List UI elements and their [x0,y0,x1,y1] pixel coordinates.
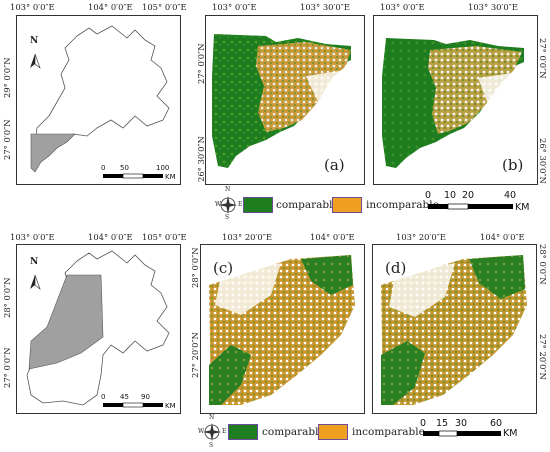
scale-number: 10 [444,190,457,201]
legend-label-comparable: comparable [276,199,339,211]
study-area-bottom [28,274,104,370]
panel-c-ytick-2: 27° 20′0″N [190,332,200,378]
study-area-top [30,133,76,173]
locator-bottom-ytick-2: 27° 0′0″N [2,347,12,388]
north-label: N [30,36,39,46]
scale-number: 100 [156,164,170,172]
panel-c-label: (c) [213,259,234,277]
compass-e: E [222,428,227,435]
panel-c-xtick-1: 103° 20′0″E [222,232,272,242]
panel-a-map: (a) [205,15,365,185]
panel-d-ytick-1: 28° 0′0″N [538,244,548,285]
panel-a-label: (a) [324,156,345,174]
locator-map-bottom: N 0 45 90 KM [16,244,181,414]
scale-number: 90 [141,393,150,401]
compass-s: S [225,214,230,221]
panel-c-xtick-2: 104° 0′0″E [310,232,355,242]
scale-unit: KM [503,428,518,439]
compass-w: W [198,428,205,435]
panel-a-xtick-1: 103° 0′0″E [212,2,257,12]
panel-b-map: (b) [373,15,538,185]
locator-scale-bar-bottom [103,402,163,408]
region-forest [469,255,525,299]
panel-d-ytick-2: 27° 20′0″N [538,334,548,380]
legend-swatch-incomparable [318,424,348,440]
legend-label-incomparable: incomparable [366,199,439,211]
scale-number: 60 [490,418,503,429]
locator-scale-bar-top [103,173,163,179]
scale-number: 15 [436,418,449,429]
region-clear [300,70,356,134]
panel-b-ytick-1: 27° 0′0″N [538,38,548,79]
region-crop [256,42,351,132]
scale-number: 0 [101,164,106,172]
panel-b-xtick-1: 103° 0′0″E [380,2,425,12]
region-clear [472,72,528,136]
locator-top-ytick-1: 29° 0′0″N [2,57,12,98]
north-label: N [30,257,39,267]
region-forest [381,341,425,405]
scale-number: 0 [420,418,427,429]
region-clear [215,263,281,315]
panel-b-label: (b) [502,156,524,174]
panel-d-label: (d) [385,259,407,277]
panel-b-xtick-2: 103° 30′0″E [468,2,518,12]
compass-n: N [225,186,231,193]
locator-top-ytick-2: 27° 0′0″N [2,119,12,160]
north-arrow-icon [30,53,41,69]
locator-bottom-ytick-1: 28° 0′0″N [2,277,12,318]
region-forest [209,345,251,405]
locator-map-top: N 0 50 100 KM [16,15,181,185]
legend-swatch-comparable [243,197,273,213]
scale-number: 0 [101,393,106,401]
scale-unit: KM [515,202,530,213]
panel-b-ytick-2: 26° 30′0″N [538,138,548,184]
scale-number: 40 [504,190,517,201]
compass-w: W [215,201,222,208]
panel-c-ytick-1: 28° 0′0″N [190,247,200,288]
scale-unit: KM [165,402,176,410]
locator-bottom-xtick-2: 104° 0′0″E [88,232,133,242]
legend-label-incomparable: incomparable [352,426,425,438]
legend-label-comparable: comparable [262,426,325,438]
north-arrow-icon [30,274,41,290]
panel-c-map: (c) [200,244,365,414]
panel-d-xtick-1: 103° 20′0″E [396,232,446,242]
legend-swatch-comparable [228,424,258,440]
scale-bar-bottom [423,430,501,437]
legend-swatch-incomparable [332,197,362,213]
scale-number: 20 [462,190,475,201]
compass-icon [219,196,237,214]
region-crop [428,46,522,134]
compass-n: N [209,414,215,421]
compass-s: S [209,442,214,449]
province-outline [34,25,170,151]
locator-top-xtick-2: 104° 0′0″E [88,2,133,12]
compass-icon [203,423,221,441]
panel-d-xtick-2: 104° 0′0″E [480,232,525,242]
panel-a-xtick-2: 103° 30′0″E [300,2,350,12]
region-clear [389,263,455,317]
panel-d-map: (d) [372,244,537,414]
locator-top-xtick-1: 103° 0′0″E [10,2,55,12]
scale-number: 0 [425,190,432,201]
scale-bar-top [428,203,513,210]
scale-number: 50 [120,164,129,172]
compass-e: E [238,201,243,208]
scale-number: 45 [120,393,129,401]
region-forest [301,255,353,295]
locator-bottom-xtick-1: 103° 0′0″E [10,232,55,242]
locator-top-xtick-3: 105° 0′0″E [142,2,187,12]
scale-unit: KM [165,173,176,181]
scale-number: 30 [455,418,468,429]
locator-bottom-xtick-3: 105° 0′0″E [142,232,187,242]
